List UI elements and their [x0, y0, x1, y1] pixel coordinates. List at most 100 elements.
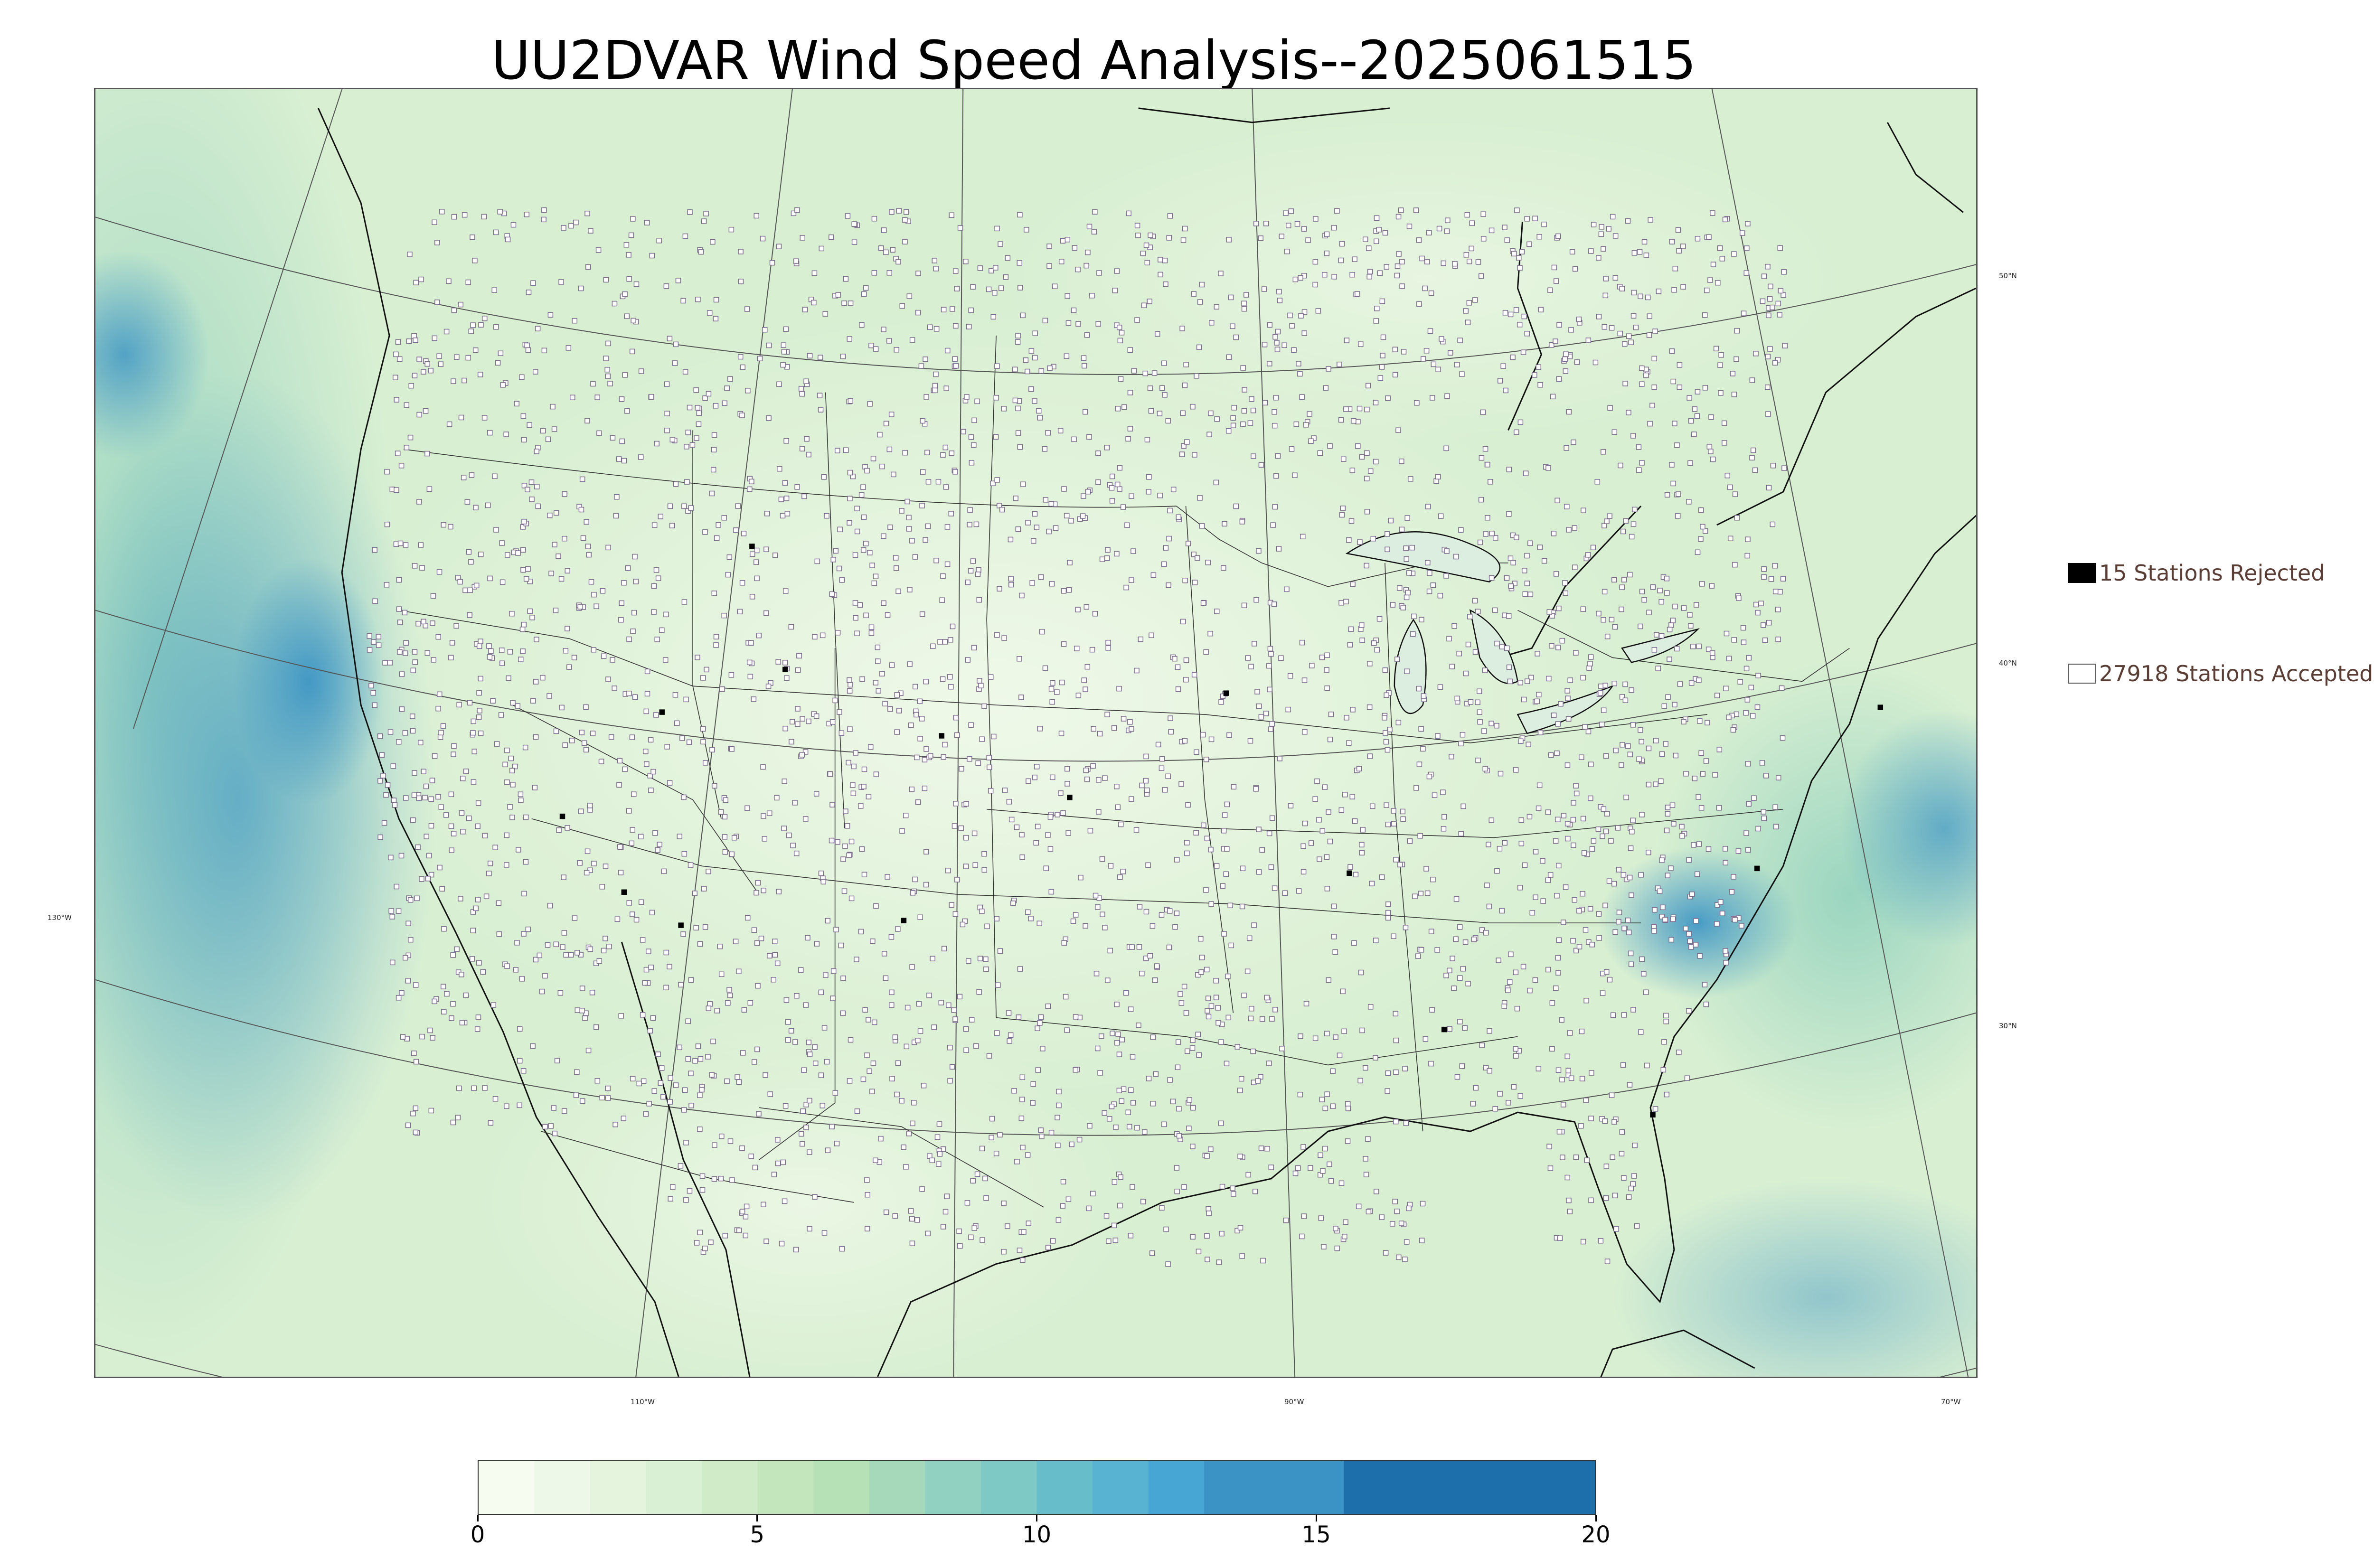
station-marker — [807, 1149, 812, 1155]
station-marker — [738, 279, 744, 284]
station-marker — [1379, 298, 1385, 304]
wind-speed-map[interactable] — [95, 89, 1976, 1377]
station-marker — [1176, 1133, 1182, 1139]
station-marker — [550, 404, 556, 410]
station-marker — [1226, 237, 1232, 243]
station-marker — [1291, 347, 1297, 353]
station-marker — [1065, 830, 1071, 836]
station-marker — [1482, 446, 1488, 452]
station-marker — [853, 750, 858, 756]
station-marker — [1337, 361, 1342, 367]
station-marker — [711, 1176, 717, 1182]
station-marker — [1383, 1250, 1389, 1256]
station-marker — [763, 546, 769, 552]
station-marker — [1611, 577, 1617, 582]
station-marker — [568, 952, 574, 958]
station-marker — [396, 606, 402, 612]
station-marker — [1128, 1006, 1134, 1012]
station-marker — [399, 990, 405, 996]
station-marker — [754, 940, 760, 946]
station-marker — [812, 634, 818, 640]
station-marker — [424, 834, 429, 839]
station-marker — [1435, 474, 1441, 479]
station-marker — [585, 264, 591, 270]
station-marker — [1024, 227, 1029, 233]
station-marker — [558, 279, 564, 285]
station-marker — [726, 987, 732, 993]
station-marker — [648, 965, 654, 970]
station-marker — [1464, 212, 1470, 218]
station-marker — [1364, 509, 1370, 515]
colorbar — [478, 1460, 1596, 1515]
station-marker — [424, 650, 430, 656]
station-marker — [662, 657, 669, 663]
station-marker — [888, 412, 895, 417]
station-marker — [1556, 322, 1562, 328]
station-marker — [1121, 404, 1127, 410]
station-marker — [952, 1016, 958, 1022]
station-marker — [1333, 1226, 1338, 1231]
station-marker — [1775, 300, 1781, 307]
station-marker — [1327, 443, 1333, 449]
station-marker — [754, 547, 760, 554]
station-marker — [584, 519, 589, 525]
station-marker — [936, 1161, 942, 1167]
station-marker — [1166, 944, 1172, 950]
station-marker — [851, 221, 857, 227]
station-marker — [1338, 1180, 1345, 1186]
station-marker — [839, 577, 845, 583]
station-marker — [460, 829, 466, 835]
station-marker — [807, 353, 813, 359]
station-marker — [909, 337, 915, 343]
station-marker — [970, 284, 976, 290]
station-marker — [1221, 827, 1227, 834]
station-marker — [1428, 1061, 1434, 1067]
station-marker — [1522, 591, 1528, 597]
station-marker — [1091, 726, 1096, 732]
station-marker — [389, 959, 396, 966]
station-marker — [1272, 504, 1278, 510]
station-marker — [683, 1197, 689, 1203]
station-marker — [943, 484, 949, 490]
station-marker — [476, 714, 482, 720]
station-marker — [932, 258, 938, 263]
station-marker — [1322, 784, 1328, 790]
station-marker — [835, 292, 841, 298]
station-marker — [674, 720, 680, 726]
station-marker — [835, 630, 841, 636]
station-marker — [1755, 826, 1761, 832]
station-marker — [562, 742, 568, 748]
station-marker — [1658, 633, 1665, 639]
station-marker — [1029, 580, 1035, 586]
station-marker — [394, 397, 399, 403]
station-marker — [1603, 276, 1609, 282]
station-marker — [481, 214, 487, 220]
station-marker — [534, 637, 539, 642]
station-marker — [687, 209, 693, 215]
station-marker — [1416, 301, 1422, 307]
station-marker — [1580, 675, 1586, 681]
station-marker — [1732, 562, 1738, 568]
station-marker — [915, 799, 921, 805]
station-marker — [780, 513, 786, 519]
station-marker — [1514, 429, 1519, 435]
station-marker — [1273, 473, 1279, 479]
station-marker — [1230, 1185, 1235, 1191]
station-marker — [1424, 259, 1430, 264]
station-marker — [562, 491, 567, 497]
station-marker — [1427, 328, 1433, 334]
station-marker — [1175, 664, 1181, 670]
colorbar-band — [1036, 1461, 1093, 1514]
station-marker — [771, 977, 776, 983]
station-marker — [396, 577, 402, 583]
station-marker — [1643, 989, 1649, 995]
station-marker — [1117, 874, 1123, 880]
station-marker — [1612, 233, 1619, 239]
station-marker — [1071, 307, 1077, 313]
station-marker — [1619, 1151, 1625, 1156]
station-marker — [967, 507, 973, 513]
station-marker — [1017, 212, 1023, 218]
map-panel[interactable] — [94, 88, 1978, 1378]
legend-rejected-label: 15 Stations Rejected — [2099, 560, 2325, 586]
station-marker — [664, 411, 670, 416]
